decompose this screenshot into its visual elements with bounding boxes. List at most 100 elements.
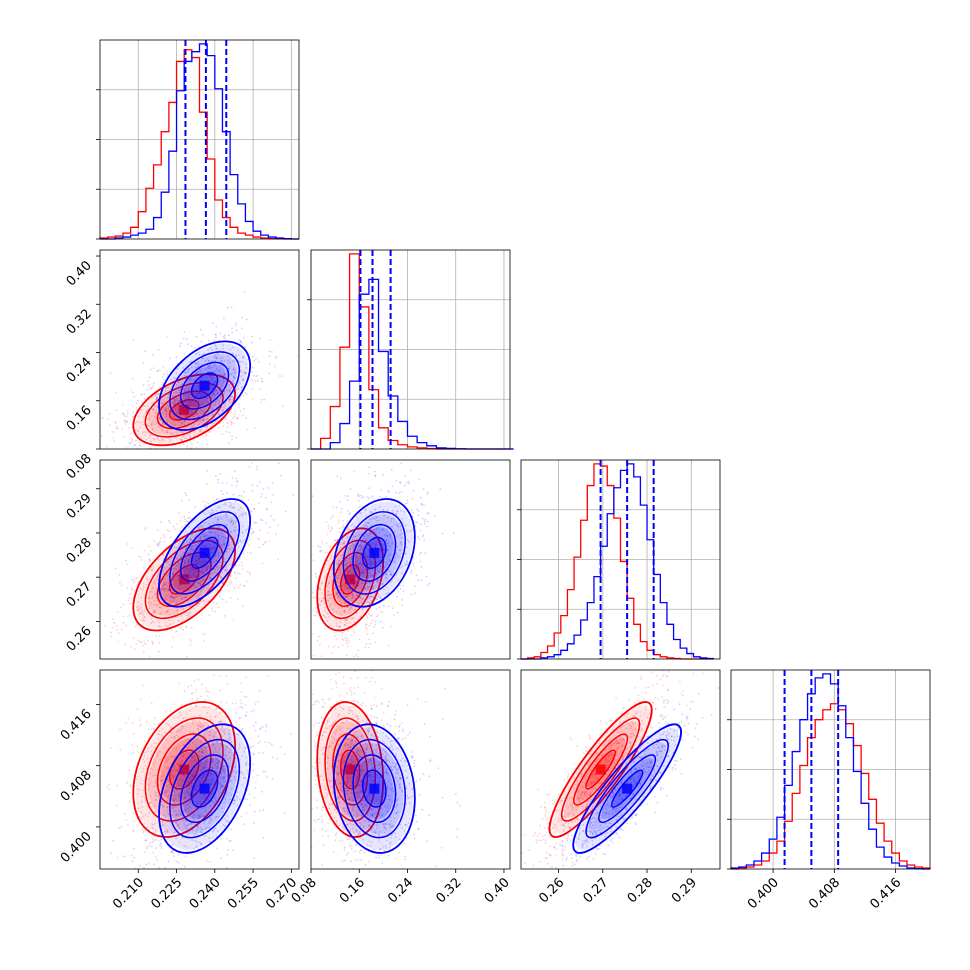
sample-point xyxy=(368,522,370,524)
sample-point xyxy=(343,601,346,603)
sample-point xyxy=(151,428,154,431)
sample-point xyxy=(190,426,193,428)
sample-point xyxy=(197,527,200,529)
sample-point xyxy=(206,534,209,537)
joint-panel-0-2 xyxy=(96,459,300,676)
sample-point xyxy=(116,784,119,787)
sample-point xyxy=(159,751,161,753)
sample-point xyxy=(139,613,142,615)
sample-point xyxy=(375,528,378,531)
sample-point xyxy=(163,379,165,381)
sample-point xyxy=(343,583,346,585)
sample-point xyxy=(182,435,185,437)
sample-point xyxy=(169,623,172,626)
sample-point xyxy=(355,653,358,656)
sample-point xyxy=(157,393,159,395)
sample-point xyxy=(327,524,330,527)
sample-point xyxy=(340,511,342,513)
sample-point xyxy=(308,672,310,674)
sample-point xyxy=(253,857,256,860)
sample-point xyxy=(140,559,143,561)
sample-point xyxy=(327,600,329,602)
sample-point xyxy=(218,387,220,389)
sample-point xyxy=(262,543,265,546)
sample-point xyxy=(139,725,141,728)
sample-point xyxy=(214,381,217,383)
sample-point xyxy=(387,491,390,493)
density-contour xyxy=(190,372,219,400)
sample-point xyxy=(416,508,419,511)
sample-point xyxy=(355,567,358,569)
sample-point xyxy=(363,524,366,527)
sample-point xyxy=(167,437,170,439)
sample-point xyxy=(198,399,200,401)
histogram-red xyxy=(731,703,931,870)
sample-point xyxy=(397,555,399,558)
sample-point xyxy=(209,346,212,349)
sample-point xyxy=(169,599,172,602)
sample-point xyxy=(145,411,148,413)
sample-point xyxy=(312,591,314,594)
sample-point xyxy=(353,585,356,588)
sample-point xyxy=(155,838,157,841)
sample-point xyxy=(148,376,151,379)
sample-point xyxy=(375,541,377,544)
sample-point xyxy=(126,410,129,412)
sample-point xyxy=(196,392,199,394)
sample-point xyxy=(157,840,160,842)
sample-point xyxy=(190,554,193,557)
sample-point xyxy=(255,781,257,784)
sample-point xyxy=(269,526,271,528)
sample-point xyxy=(201,545,204,547)
sample-point xyxy=(207,359,210,362)
sample-point xyxy=(211,741,214,743)
sample-point xyxy=(348,587,351,590)
sample-point xyxy=(369,544,371,547)
sample-point xyxy=(201,377,204,379)
sample-point xyxy=(120,428,123,430)
sample-point xyxy=(389,573,392,576)
sample-point xyxy=(193,573,196,575)
sample-point xyxy=(359,590,361,593)
sample-point xyxy=(214,516,217,518)
sample-point xyxy=(177,578,180,581)
sample-point xyxy=(394,560,396,563)
sample-point xyxy=(215,560,218,562)
sample-point xyxy=(218,376,221,379)
sample-point xyxy=(212,582,214,585)
sample-point xyxy=(401,528,403,530)
sample-point xyxy=(345,639,347,642)
sample-point xyxy=(218,595,221,598)
sample-point xyxy=(229,575,232,578)
sample-point xyxy=(190,410,193,412)
sample-point xyxy=(180,760,182,763)
sample-point xyxy=(136,708,139,710)
sample-point xyxy=(216,357,218,360)
sample-point xyxy=(182,366,184,369)
sample-point xyxy=(361,568,363,571)
sample-point xyxy=(374,475,377,477)
sample-point xyxy=(234,572,237,575)
sample-point xyxy=(244,513,247,516)
sample-point xyxy=(272,494,275,496)
sample-point xyxy=(182,431,185,434)
sample-point xyxy=(359,561,362,564)
sample-point xyxy=(386,548,389,550)
sample-point xyxy=(362,566,365,569)
sample-point xyxy=(344,563,346,566)
sample-point xyxy=(259,337,262,340)
sample-point xyxy=(378,596,381,598)
sample-point xyxy=(341,638,344,641)
sample-point xyxy=(319,643,321,646)
sample-point xyxy=(376,615,379,618)
sample-point xyxy=(130,589,133,591)
sample-point xyxy=(146,674,148,676)
sample-point xyxy=(307,546,309,548)
sample-point xyxy=(384,454,386,456)
sample-point xyxy=(360,546,362,549)
sample-point xyxy=(213,579,216,582)
sample-point xyxy=(169,453,171,455)
sample-point xyxy=(343,542,345,545)
sample-point xyxy=(376,580,379,583)
sample-point xyxy=(173,573,175,576)
